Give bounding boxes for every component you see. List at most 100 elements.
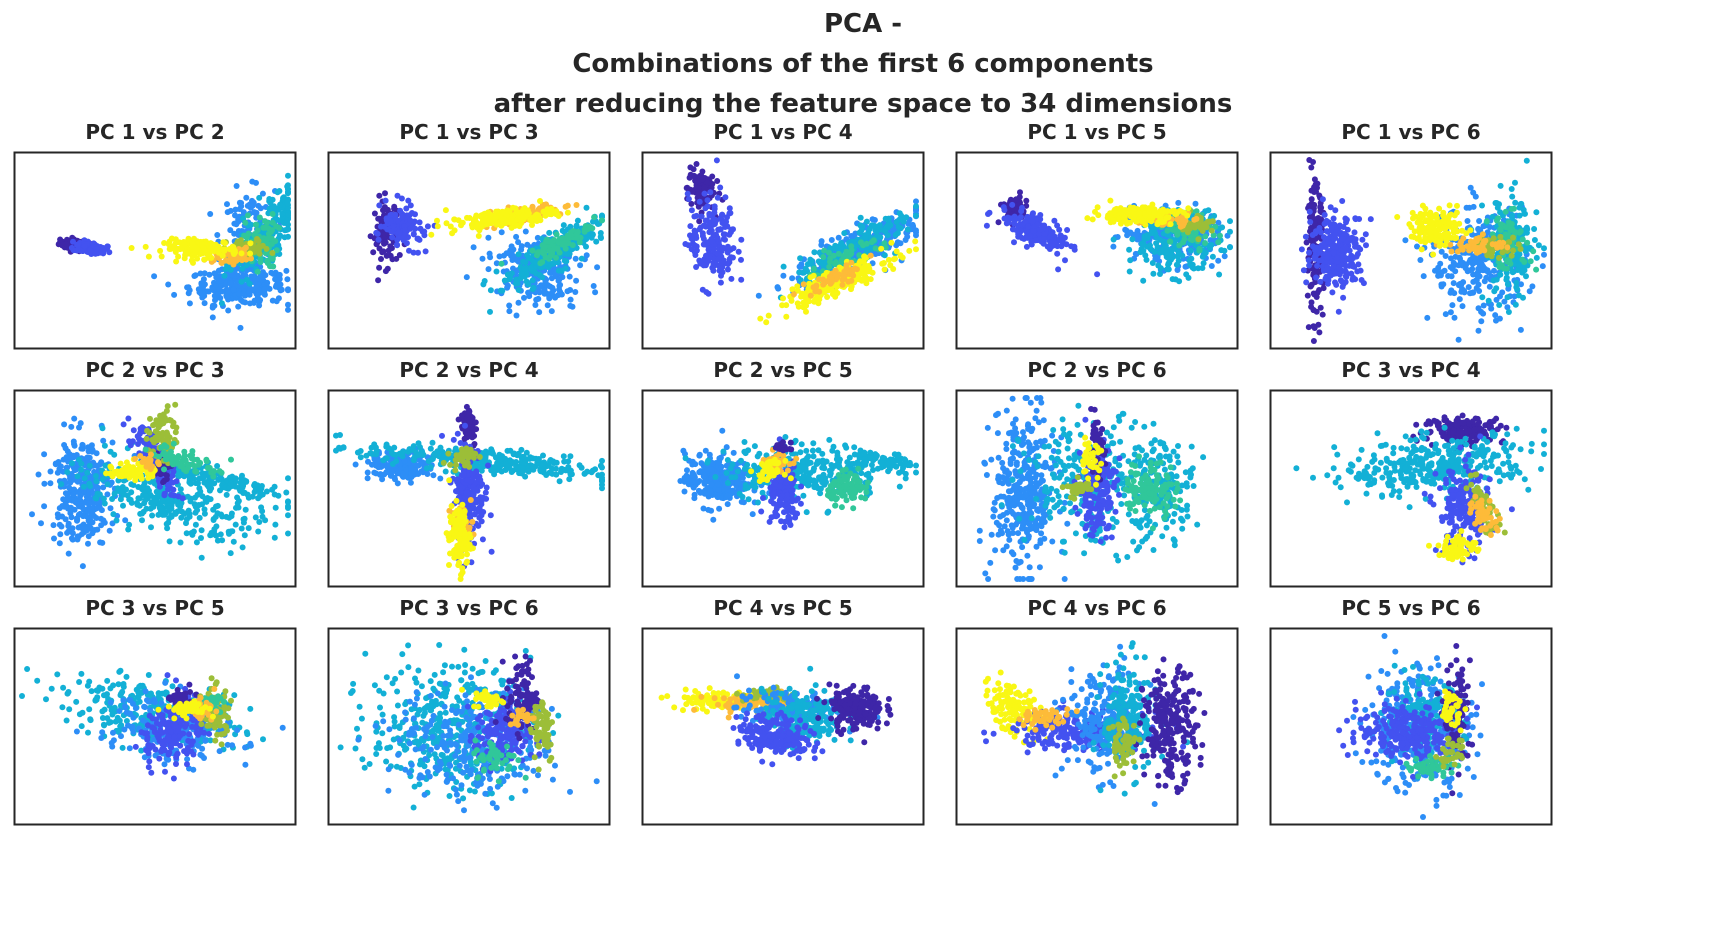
scatter-point: [1463, 261, 1470, 268]
scatter-point: [866, 226, 873, 233]
scatter-point: [1172, 276, 1179, 283]
scatter-point: [253, 284, 260, 291]
scatter-point: [1493, 317, 1499, 324]
scatter-point: [699, 176, 706, 183]
scatter-point: [1314, 262, 1321, 269]
scatter-point: [378, 256, 384, 262]
scatter-point: [238, 278, 245, 285]
scatter-point: [218, 259, 225, 266]
scatter-point: [702, 217, 709, 224]
scatter-point: [525, 255, 532, 262]
scatter-point: [393, 255, 400, 262]
scatter-point: [218, 300, 225, 307]
scatter-point: [250, 199, 257, 206]
scatter-plot: [1269, 151, 1553, 350]
scatter-point: [1508, 186, 1515, 192]
scatter-point: [1320, 285, 1327, 292]
scatter-point: [424, 223, 431, 230]
scatter-point: [1132, 250, 1139, 257]
scatter-point: [806, 260, 813, 267]
scatter-point: [1306, 262, 1313, 269]
scatter-point: [1503, 276, 1510, 283]
scatter-point: [878, 245, 885, 252]
scatter-point: [241, 246, 248, 253]
scatter-point: [1417, 257, 1424, 263]
scatter-point: [285, 196, 291, 203]
scatter-point: [498, 229, 505, 236]
scatter-point: [165, 281, 172, 288]
scatter-point: [481, 278, 488, 284]
scatter-point: [1518, 281, 1524, 288]
scatter-point: [1513, 284, 1520, 291]
scatter-point: [554, 245, 561, 251]
scatter-point: [811, 265, 817, 272]
scatter-point: [285, 204, 291, 211]
scatter-point: [1149, 260, 1156, 266]
scatter-point: [1107, 197, 1114, 204]
scatter-point: [223, 280, 229, 287]
scatter-point: [828, 237, 835, 243]
scatter-point: [493, 208, 500, 215]
scatter-point: [434, 223, 441, 230]
scatter-point: [724, 223, 731, 230]
scatter-point: [1199, 265, 1206, 271]
scatter-point: [703, 289, 710, 296]
scatter-point: [867, 252, 874, 259]
scatter-point: [724, 243, 731, 250]
scatter-point: [710, 246, 717, 253]
scatter-point: [158, 253, 165, 260]
scatter-point: [573, 202, 580, 208]
scatter-point: [175, 253, 182, 260]
scatter-point: [1362, 231, 1369, 238]
scatter-point: [502, 217, 509, 223]
scatter-point: [882, 215, 889, 222]
scatter-point: [1049, 240, 1056, 247]
scatter-point: [405, 197, 412, 204]
scatter-point: [1142, 212, 1149, 219]
scatter-point: [500, 268, 507, 275]
scatter-point: [1129, 236, 1136, 243]
scatter-point: [725, 261, 732, 267]
scatter-point: [1535, 242, 1542, 249]
scatter-point: [706, 245, 712, 252]
scatter-point: [763, 319, 770, 326]
scatter-point: [583, 204, 590, 211]
scatter-point: [693, 212, 700, 219]
scatter-point: [1175, 199, 1182, 206]
scatter-point: [555, 239, 562, 246]
scatter-point: [239, 298, 246, 305]
scatter-point: [1424, 314, 1431, 321]
scatter-point: [1202, 233, 1209, 240]
scatter-point: [230, 286, 237, 293]
scatter-point: [466, 215, 473, 221]
scatter-point: [1201, 221, 1208, 228]
scatter-point: [273, 247, 280, 254]
scatter-point: [253, 179, 259, 186]
scatter-point: [1521, 267, 1528, 274]
scatter-point: [403, 205, 410, 212]
scatter-point: [1509, 214, 1516, 221]
scatter-point: [1154, 244, 1161, 251]
scatter-point: [848, 286, 854, 293]
scatter-point: [1334, 255, 1341, 262]
scatter-point: [428, 231, 435, 238]
scatter-point: [1151, 248, 1158, 255]
scatter-point: [714, 178, 721, 184]
scatter-point: [222, 266, 229, 272]
scatter-point: [215, 291, 221, 298]
scatter-points: [367, 190, 605, 319]
scatter-point: [382, 268, 389, 275]
scatter-point: [532, 302, 539, 308]
scatter-point: [913, 212, 919, 219]
scatter-point: [906, 247, 913, 254]
scatter-point: [728, 275, 735, 282]
scatter-point: [68, 244, 75, 251]
scatter-point: [882, 244, 889, 251]
scatter-point: [1533, 209, 1540, 216]
scatter-point: [1508, 206, 1515, 212]
scatter-point: [376, 202, 383, 209]
scatter-point: [1313, 274, 1319, 281]
scatter-point: [717, 184, 724, 191]
scatter-point: [1501, 265, 1507, 272]
scatter-point: [1317, 208, 1324, 215]
